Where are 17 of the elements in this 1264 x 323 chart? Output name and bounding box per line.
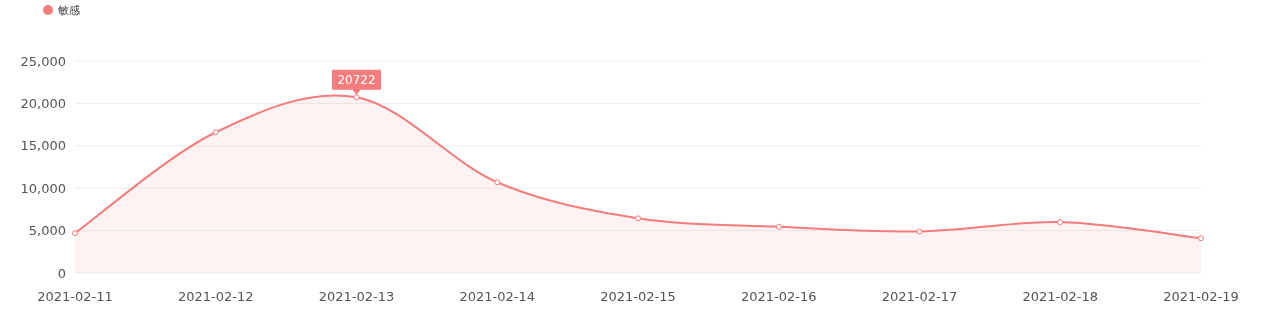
x-tick-label: 2021-02-14 [459, 289, 536, 304]
annotation: 20722 [337, 73, 376, 88]
x-tick-label: 2021-02-11 [37, 289, 113, 304]
y-tick-label: 10,000 [20, 180, 66, 196]
x-tick-label: 2021-02-12 [177, 289, 254, 304]
x-tick-label: 2021-02-19 [1163, 289, 1239, 304]
x-tick-label: 2021-02-17 [881, 289, 958, 304]
y-tick-label: 15,000 [20, 138, 66, 154]
x-tick-label: 2021-02-18 [1022, 289, 1099, 304]
y-tick-label: 20,000 [20, 95, 66, 111]
y-tick-label: 0 [57, 265, 66, 281]
x-tick-label: 2021-02-15 [600, 289, 676, 304]
y-tick-label: 25,000 [20, 53, 66, 69]
legend-label: 敏感 [58, 3, 80, 17]
x-tick-label: 2021-02-13 [318, 289, 395, 304]
x-tick-label: 2021-02-16 [740, 289, 817, 304]
y-tick-label: 5,000 [28, 223, 66, 239]
